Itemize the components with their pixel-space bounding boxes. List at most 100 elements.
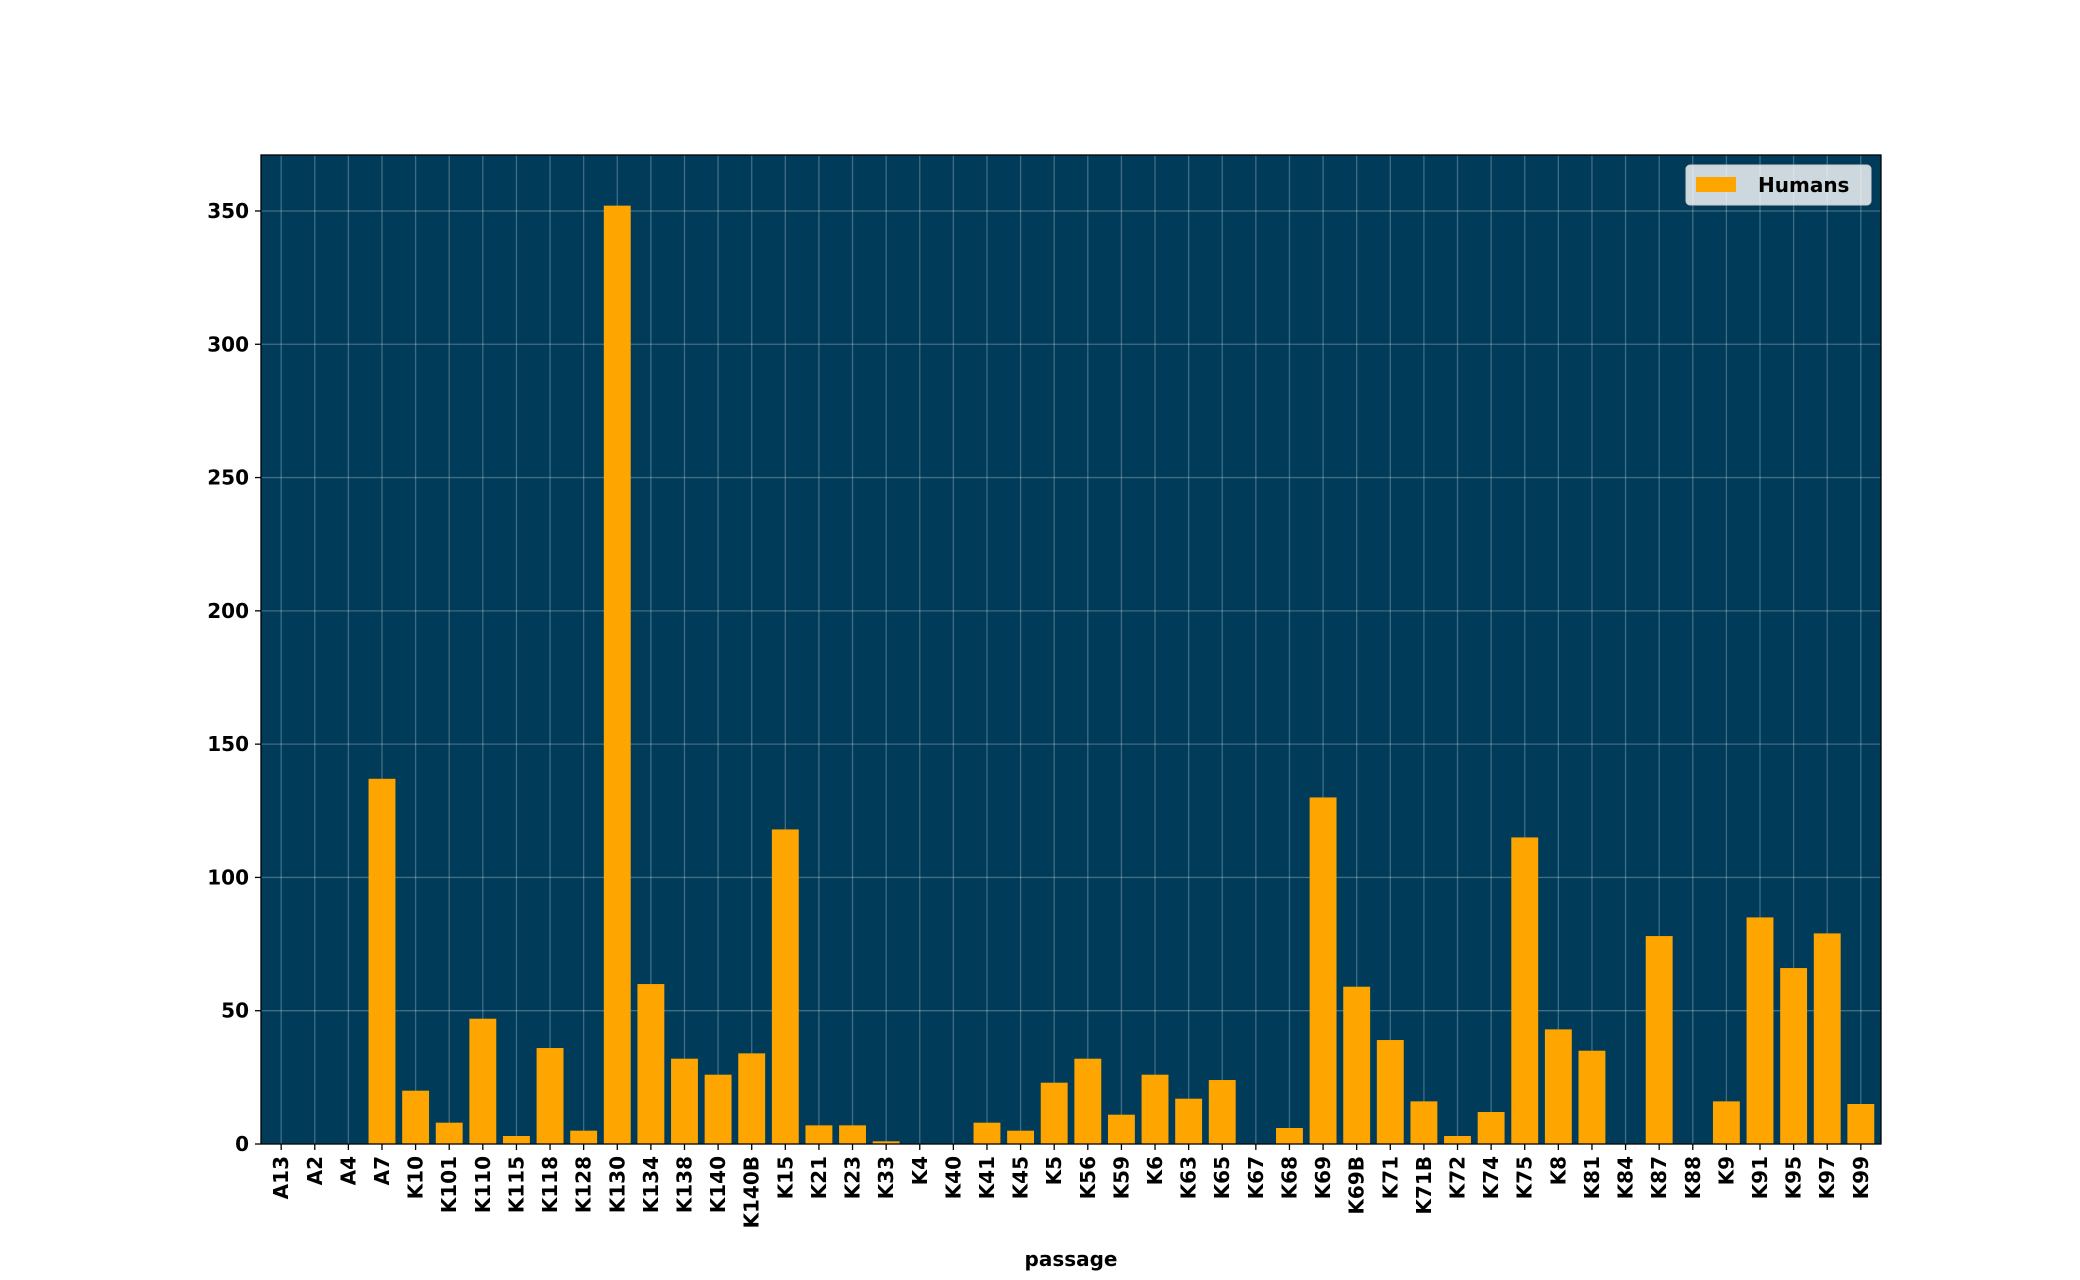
bar (469, 1018, 497, 1144)
x-tick-label: K128 (572, 1156, 596, 1213)
bar (1141, 1074, 1169, 1144)
bar (1040, 1082, 1068, 1144)
y-tick-label: 350 (207, 199, 249, 223)
y-tick-label: 0 (235, 1132, 249, 1156)
x-tick-label: K72 (1446, 1156, 1470, 1199)
x-tick-label: K101 (437, 1156, 461, 1213)
bar (738, 1053, 766, 1144)
x-tick-label: K33 (874, 1156, 898, 1199)
x-tick-label: A7 (370, 1156, 394, 1185)
bar (1847, 1104, 1875, 1144)
x-tick-label: K69B (1345, 1156, 1369, 1215)
x-tick-label: K95 (1782, 1156, 1806, 1199)
x-tick-label: K56 (1076, 1156, 1100, 1199)
bar (368, 778, 396, 1144)
x-tick-label: K140B (740, 1156, 764, 1229)
bar (1511, 837, 1539, 1144)
x-tick-label: K97 (1815, 1156, 1839, 1199)
bar (1544, 1029, 1572, 1144)
plot-area (261, 155, 1881, 1144)
bar (973, 1122, 1001, 1144)
bar (771, 829, 799, 1144)
x-tick-label: K9 (1714, 1156, 1738, 1185)
y-tick-label: 150 (207, 732, 249, 756)
bar (1780, 968, 1808, 1144)
bar (1208, 1080, 1236, 1144)
x-tick-label: K138 (672, 1156, 696, 1213)
x-tick-label: K69 (1311, 1156, 1335, 1199)
legend-label: Humans (1758, 173, 1849, 197)
x-tick-label: K110 (471, 1156, 495, 1213)
bar (1712, 1101, 1740, 1144)
x-tick-label: K81 (1580, 1156, 1604, 1199)
x-tick-label: K118 (538, 1156, 562, 1213)
x-tick-label: K140 (706, 1156, 730, 1213)
bar (1444, 1136, 1471, 1144)
bar (1645, 936, 1673, 1144)
x-tick-label: K65 (1210, 1156, 1234, 1199)
bar (839, 1125, 866, 1144)
x-tick-label: K4 (908, 1156, 932, 1185)
bar (704, 1074, 732, 1144)
y-tick-label: 250 (207, 466, 249, 490)
bar (1007, 1130, 1035, 1144)
x-tick-label: K40 (941, 1156, 965, 1199)
bar (1813, 933, 1841, 1144)
bar (805, 1125, 833, 1144)
bar (1276, 1128, 1303, 1144)
bar (671, 1058, 698, 1144)
x-tick-label: K71B (1412, 1156, 1436, 1215)
legend-box (1685, 164, 1872, 206)
x-tick-label: K59 (1109, 1156, 1133, 1199)
x-tick-label: K41 (975, 1156, 999, 1199)
bar (1746, 917, 1774, 1144)
x-tick-label: K130 (605, 1156, 629, 1213)
x-tick-label: K6 (1143, 1156, 1167, 1185)
bar (1107, 1114, 1135, 1144)
bar (502, 1136, 530, 1144)
x-tick-label: K115 (504, 1156, 528, 1213)
bar (637, 984, 665, 1144)
x-tick-label: K68 (1277, 1156, 1301, 1199)
bar (1477, 1112, 1505, 1144)
bar (435, 1122, 463, 1144)
bar (1578, 1050, 1606, 1144)
x-tick-label: K8 (1546, 1156, 1570, 1185)
x-tick-label: K15 (773, 1156, 797, 1199)
y-tick-label: 50 (221, 999, 249, 1023)
bar (1309, 797, 1337, 1144)
x-tick-label: K63 (1177, 1156, 1201, 1199)
x-tick-label: K23 (841, 1156, 865, 1199)
bar (1074, 1058, 1102, 1144)
bar (1376, 1040, 1404, 1144)
x-tick-label: K84 (1614, 1156, 1638, 1199)
bar (536, 1048, 564, 1144)
x-axis-label: passage (1025, 1247, 1118, 1271)
y-tick-label: 300 (207, 332, 249, 356)
x-tick-label: A4 (336, 1156, 360, 1185)
x-tick-label: K75 (1513, 1156, 1537, 1199)
x-tick-label: A13 (269, 1156, 293, 1199)
legend-swatch (1696, 177, 1736, 192)
x-tick-label: K5 (1042, 1156, 1066, 1185)
x-tick-label: K10 (404, 1156, 428, 1199)
x-tick-label: K88 (1681, 1156, 1705, 1199)
bar (1175, 1098, 1203, 1144)
x-tick-label: K91 (1748, 1156, 1772, 1199)
bar (603, 205, 631, 1144)
bar (1410, 1101, 1438, 1144)
bar (570, 1130, 598, 1144)
x-tick-label: K134 (639, 1156, 663, 1213)
x-tick-label: K71 (1378, 1156, 1402, 1199)
bar (1343, 986, 1371, 1144)
x-tick-label: K45 (1009, 1156, 1033, 1199)
plot-border (260, 154, 1882, 1145)
y-tick-label: 100 (207, 865, 249, 889)
bar (402, 1090, 430, 1144)
x-tick-label: K21 (807, 1156, 831, 1199)
y-tick-label: 200 (207, 599, 249, 623)
x-tick-label: K87 (1647, 1156, 1671, 1199)
bar (872, 1141, 900, 1144)
x-tick-label: K74 (1479, 1156, 1503, 1199)
